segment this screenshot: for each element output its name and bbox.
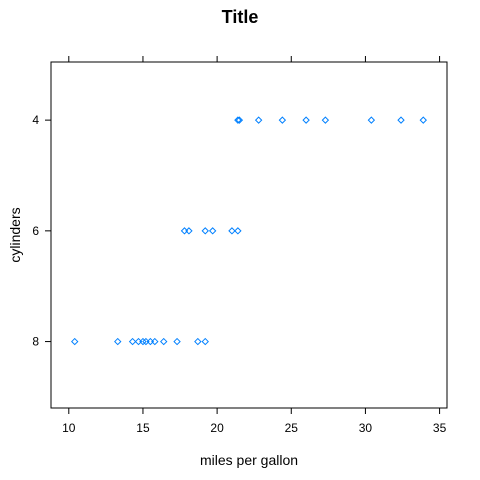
data-point	[234, 116, 242, 124]
data-point	[201, 337, 209, 346]
data-point	[321, 116, 330, 124]
data-point	[208, 227, 217, 235]
data-point	[367, 116, 376, 124]
data-point	[151, 337, 159, 346]
x-tick-label: 15	[136, 421, 150, 435]
data-point	[235, 116, 244, 124]
data-point	[160, 337, 168, 346]
data-points	[71, 116, 427, 346]
data-point	[173, 337, 181, 346]
x-axis-label: miles per gallon	[200, 452, 298, 468]
data-point	[397, 116, 405, 124]
data-point	[302, 116, 310, 124]
plot-frame	[50, 61, 448, 409]
data-point	[201, 227, 209, 235]
data-point	[194, 337, 202, 346]
data-point	[278, 116, 287, 124]
data-point	[71, 337, 79, 346]
x-tick-label: 35	[433, 421, 447, 435]
data-point	[228, 227, 236, 235]
y-axis: 4 6 8	[32, 113, 51, 349]
data-point	[128, 337, 137, 346]
data-point	[185, 227, 193, 235]
y-axis-label: cylinders	[7, 207, 23, 262]
data-point	[114, 337, 122, 346]
data-point	[419, 116, 427, 124]
x-tick-label: 30	[359, 421, 373, 435]
data-point	[234, 227, 242, 235]
data-point	[139, 337, 147, 346]
x-tick-label: 25	[285, 421, 299, 435]
y-tick-label: 6	[32, 224, 39, 238]
x-axis: 10 15 20 25 30 35	[62, 56, 447, 435]
x-tick-label: 10	[62, 421, 76, 435]
chart-title: Title	[222, 7, 259, 27]
data-point	[254, 116, 263, 124]
x-tick-label: 20	[210, 421, 224, 435]
y-tick-label: 4	[32, 113, 39, 127]
y-tick-label: 8	[32, 335, 39, 349]
